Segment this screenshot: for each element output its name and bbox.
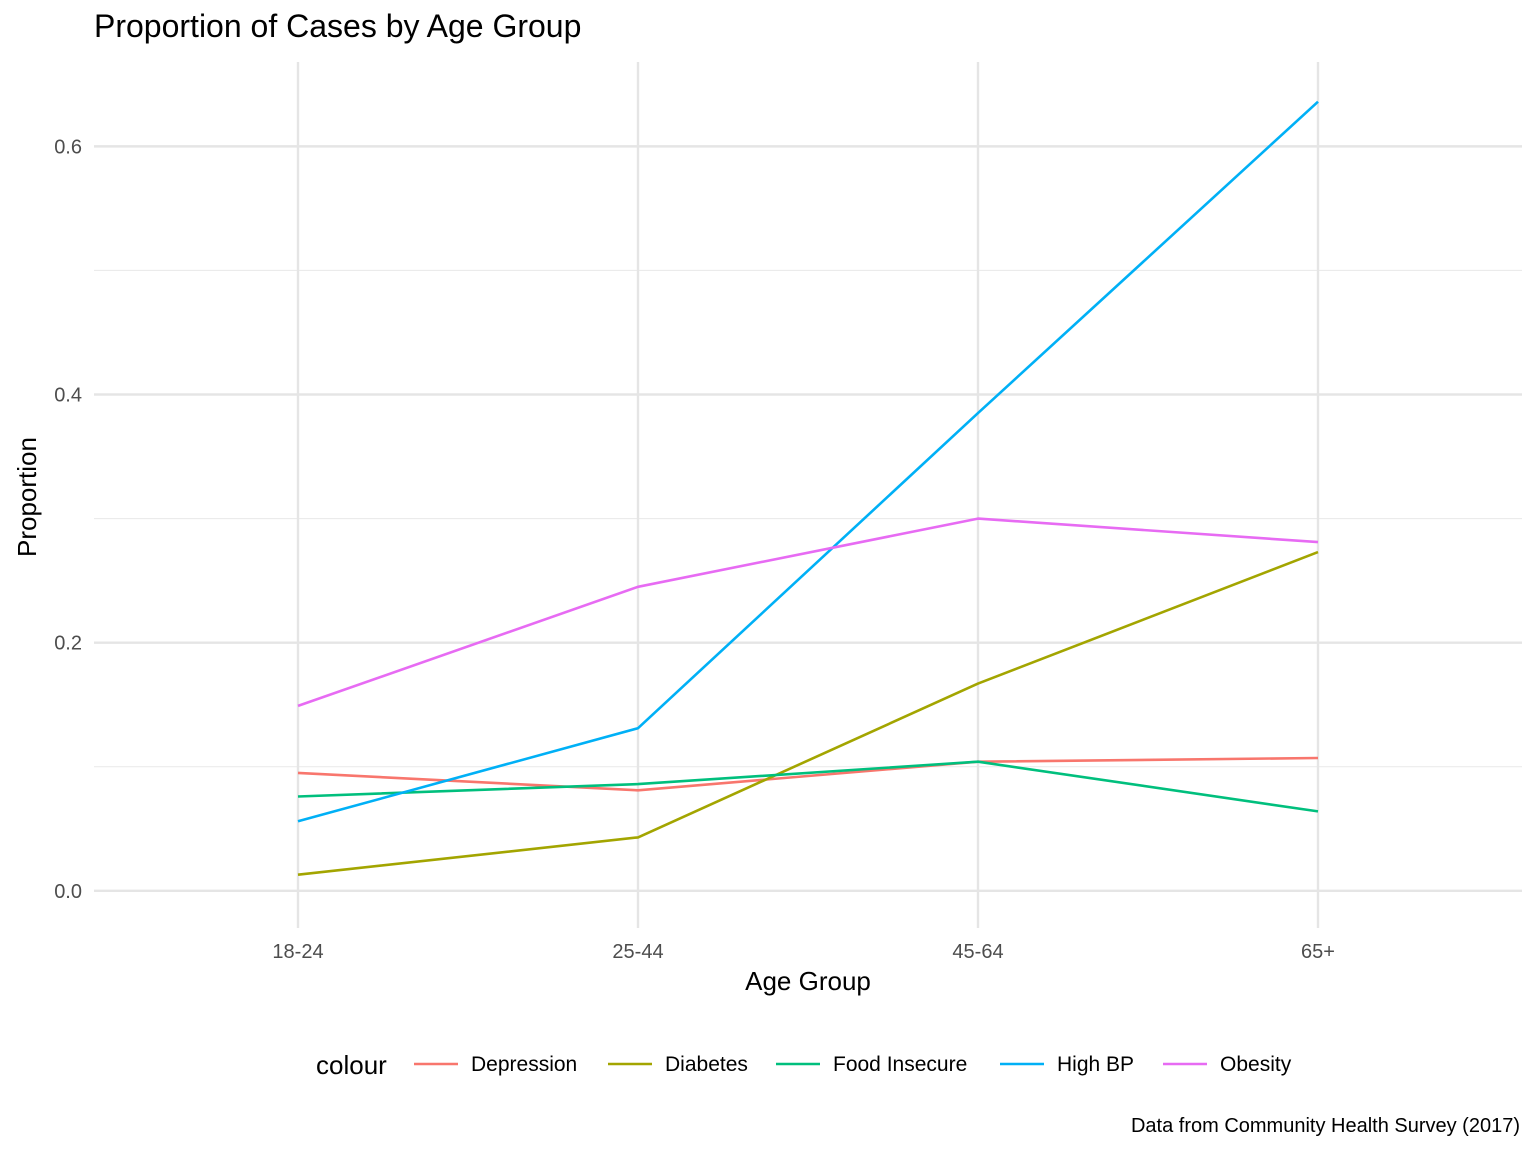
legend: colour Depression Diabetes Food Insecure Hi… xyxy=(316,1050,1292,1080)
legend-label: High BP xyxy=(1057,1053,1134,1076)
y-tick-label: 0.4 xyxy=(54,385,82,407)
series-line-depression xyxy=(297,756,1319,792)
grid-minor xyxy=(94,269,1522,768)
legend-label: Depression xyxy=(471,1053,577,1076)
legend-title: colour xyxy=(316,1050,387,1080)
series-line-high-bp xyxy=(297,100,1319,823)
series-line-obesity xyxy=(297,517,1319,708)
y-tick-labels: 0.0 0.2 0.4 0.6 xyxy=(54,136,82,902)
x-axis-title: Age Group xyxy=(745,966,871,996)
legend-label: Diabetes xyxy=(665,1053,748,1076)
series-lines xyxy=(297,100,1319,876)
x-tick-label: 65+ xyxy=(1301,941,1335,963)
grid-major xyxy=(94,62,1522,928)
x-tick-label: 18-24 xyxy=(272,941,323,963)
legend-label: Food Insecure xyxy=(833,1053,967,1076)
y-tick-label: 0.2 xyxy=(54,633,82,655)
x-tick-label: 45-64 xyxy=(952,941,1003,963)
x-tick-labels: 18-24 25-44 45-64 65+ xyxy=(272,941,1335,963)
x-tick-label: 25-44 xyxy=(612,941,663,963)
y-axis-title: Proportion xyxy=(12,437,42,557)
chart-title: Proportion of Cases by Age Group xyxy=(94,8,582,44)
legend-label: Obesity xyxy=(1220,1053,1292,1076)
chart-caption: Data from Community Health Survey (2017) xyxy=(1131,1115,1520,1137)
y-tick-label: 0.0 xyxy=(54,881,82,903)
y-tick-label: 0.6 xyxy=(54,136,82,158)
series-line-food-insecure xyxy=(297,760,1319,813)
series-line-diabetes xyxy=(297,550,1319,876)
